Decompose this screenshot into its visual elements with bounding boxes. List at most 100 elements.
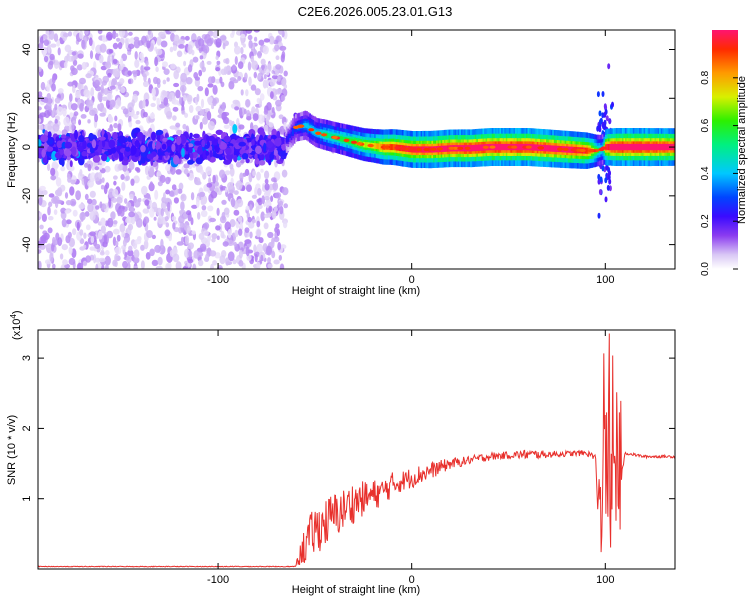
noise-blob [134,51,138,60]
ridge-segment [470,145,473,152]
noise-blob [89,190,96,198]
noise-blob [157,215,164,225]
noise-blob [95,263,99,269]
noise-blob [83,89,90,98]
noise-blob [198,232,205,240]
noise-blob [97,104,101,111]
noise-blob [184,112,189,118]
noise-core-blob [215,129,223,135]
noise-blob [188,250,193,258]
noise-blob [279,45,287,51]
noise-blob [119,78,125,85]
noise-blob [39,185,46,191]
ridge-peak [464,146,471,150]
noise-blob [172,253,180,263]
noise-blob [156,97,160,106]
noise-core-blob [233,154,238,163]
noise-core-blob [281,143,286,151]
noise-blob [211,237,216,243]
noise-blob [50,167,56,176]
noise-blob [195,115,200,120]
noise-core-blob [81,150,88,157]
noise-blob [38,260,42,269]
noise-blob [204,33,211,44]
noise-blob [199,109,205,116]
ridge-segment [609,144,612,151]
noise-blob [256,261,261,269]
noise-blob [219,35,227,41]
noise-blob [75,190,81,201]
snr-multiplier-base: (x10 [11,319,23,340]
noise-blob [54,118,58,125]
ridge-segment [446,145,449,152]
noise-blob [183,223,188,231]
noise-blob [79,169,83,177]
noise-blob [264,183,270,191]
noise-blob [200,200,205,206]
noise-blob [173,197,179,204]
noise-blob [100,217,106,227]
noise-blob [162,61,168,68]
ridge-segment [547,145,550,152]
noise-blob [207,205,214,212]
noise-blob [55,177,62,187]
noise-core-blob [59,149,64,156]
noise-blob [165,263,170,269]
noise-blob [97,30,103,35]
noise-blob [135,119,141,125]
noise-blob [281,187,289,196]
noise-blob [246,184,252,192]
noise-blob [99,201,103,209]
noise-blob [182,94,187,102]
noise-blob [160,238,164,249]
noise-blob [209,217,216,223]
smear-blob [596,125,600,132]
ridge-segment [639,143,641,151]
noise-blob [264,170,270,180]
noise-blob [81,61,88,70]
noise-blob [233,190,239,196]
noise-blob [43,96,48,104]
noise-blob [47,163,51,171]
ridge-segment [569,146,572,153]
noise-blob [45,244,52,248]
noise-core-blob [215,146,220,154]
noise-blob [84,193,89,200]
noise-blob [48,30,55,40]
ridge-segment [666,143,669,151]
ridge-segment [665,143,668,151]
noise-core-blob [56,140,63,149]
noise-core-blob [137,131,144,142]
noise-blob [259,93,265,101]
noise-core-blob [121,144,127,149]
ridge-segment [623,143,626,151]
spectrogram-xtick-label: -100 [207,274,229,286]
noise-blob [227,228,232,239]
noise-blob [136,111,140,115]
noise-blob [158,31,165,37]
noise-blob [156,170,162,177]
snr-marks [38,333,675,568]
noise-blob [242,43,246,48]
noise-blob [163,68,170,75]
noise-blob [38,66,42,72]
noise-core-blob [254,153,258,160]
ridge-segment [567,146,570,153]
noise-blob [115,33,119,38]
noise-blob [202,116,208,125]
noise-blob [79,77,86,85]
noise-blob [89,231,96,236]
noise-blob [170,63,176,70]
noise-blob [267,231,274,239]
snr-multiplier-close: ) [11,310,23,314]
noise-core-blob [119,153,124,162]
noise-blob [105,182,110,190]
noise-core-blob [274,137,282,147]
colorbar-axes: 0.00.20.40.60.8 [700,70,738,276]
noise-blob [46,83,51,92]
noise-blob [110,211,116,220]
ridge-segment [555,145,558,152]
spectrogram-xtick-label: 100 [596,274,614,286]
snr-multiplier-exp: 4 [9,314,18,319]
